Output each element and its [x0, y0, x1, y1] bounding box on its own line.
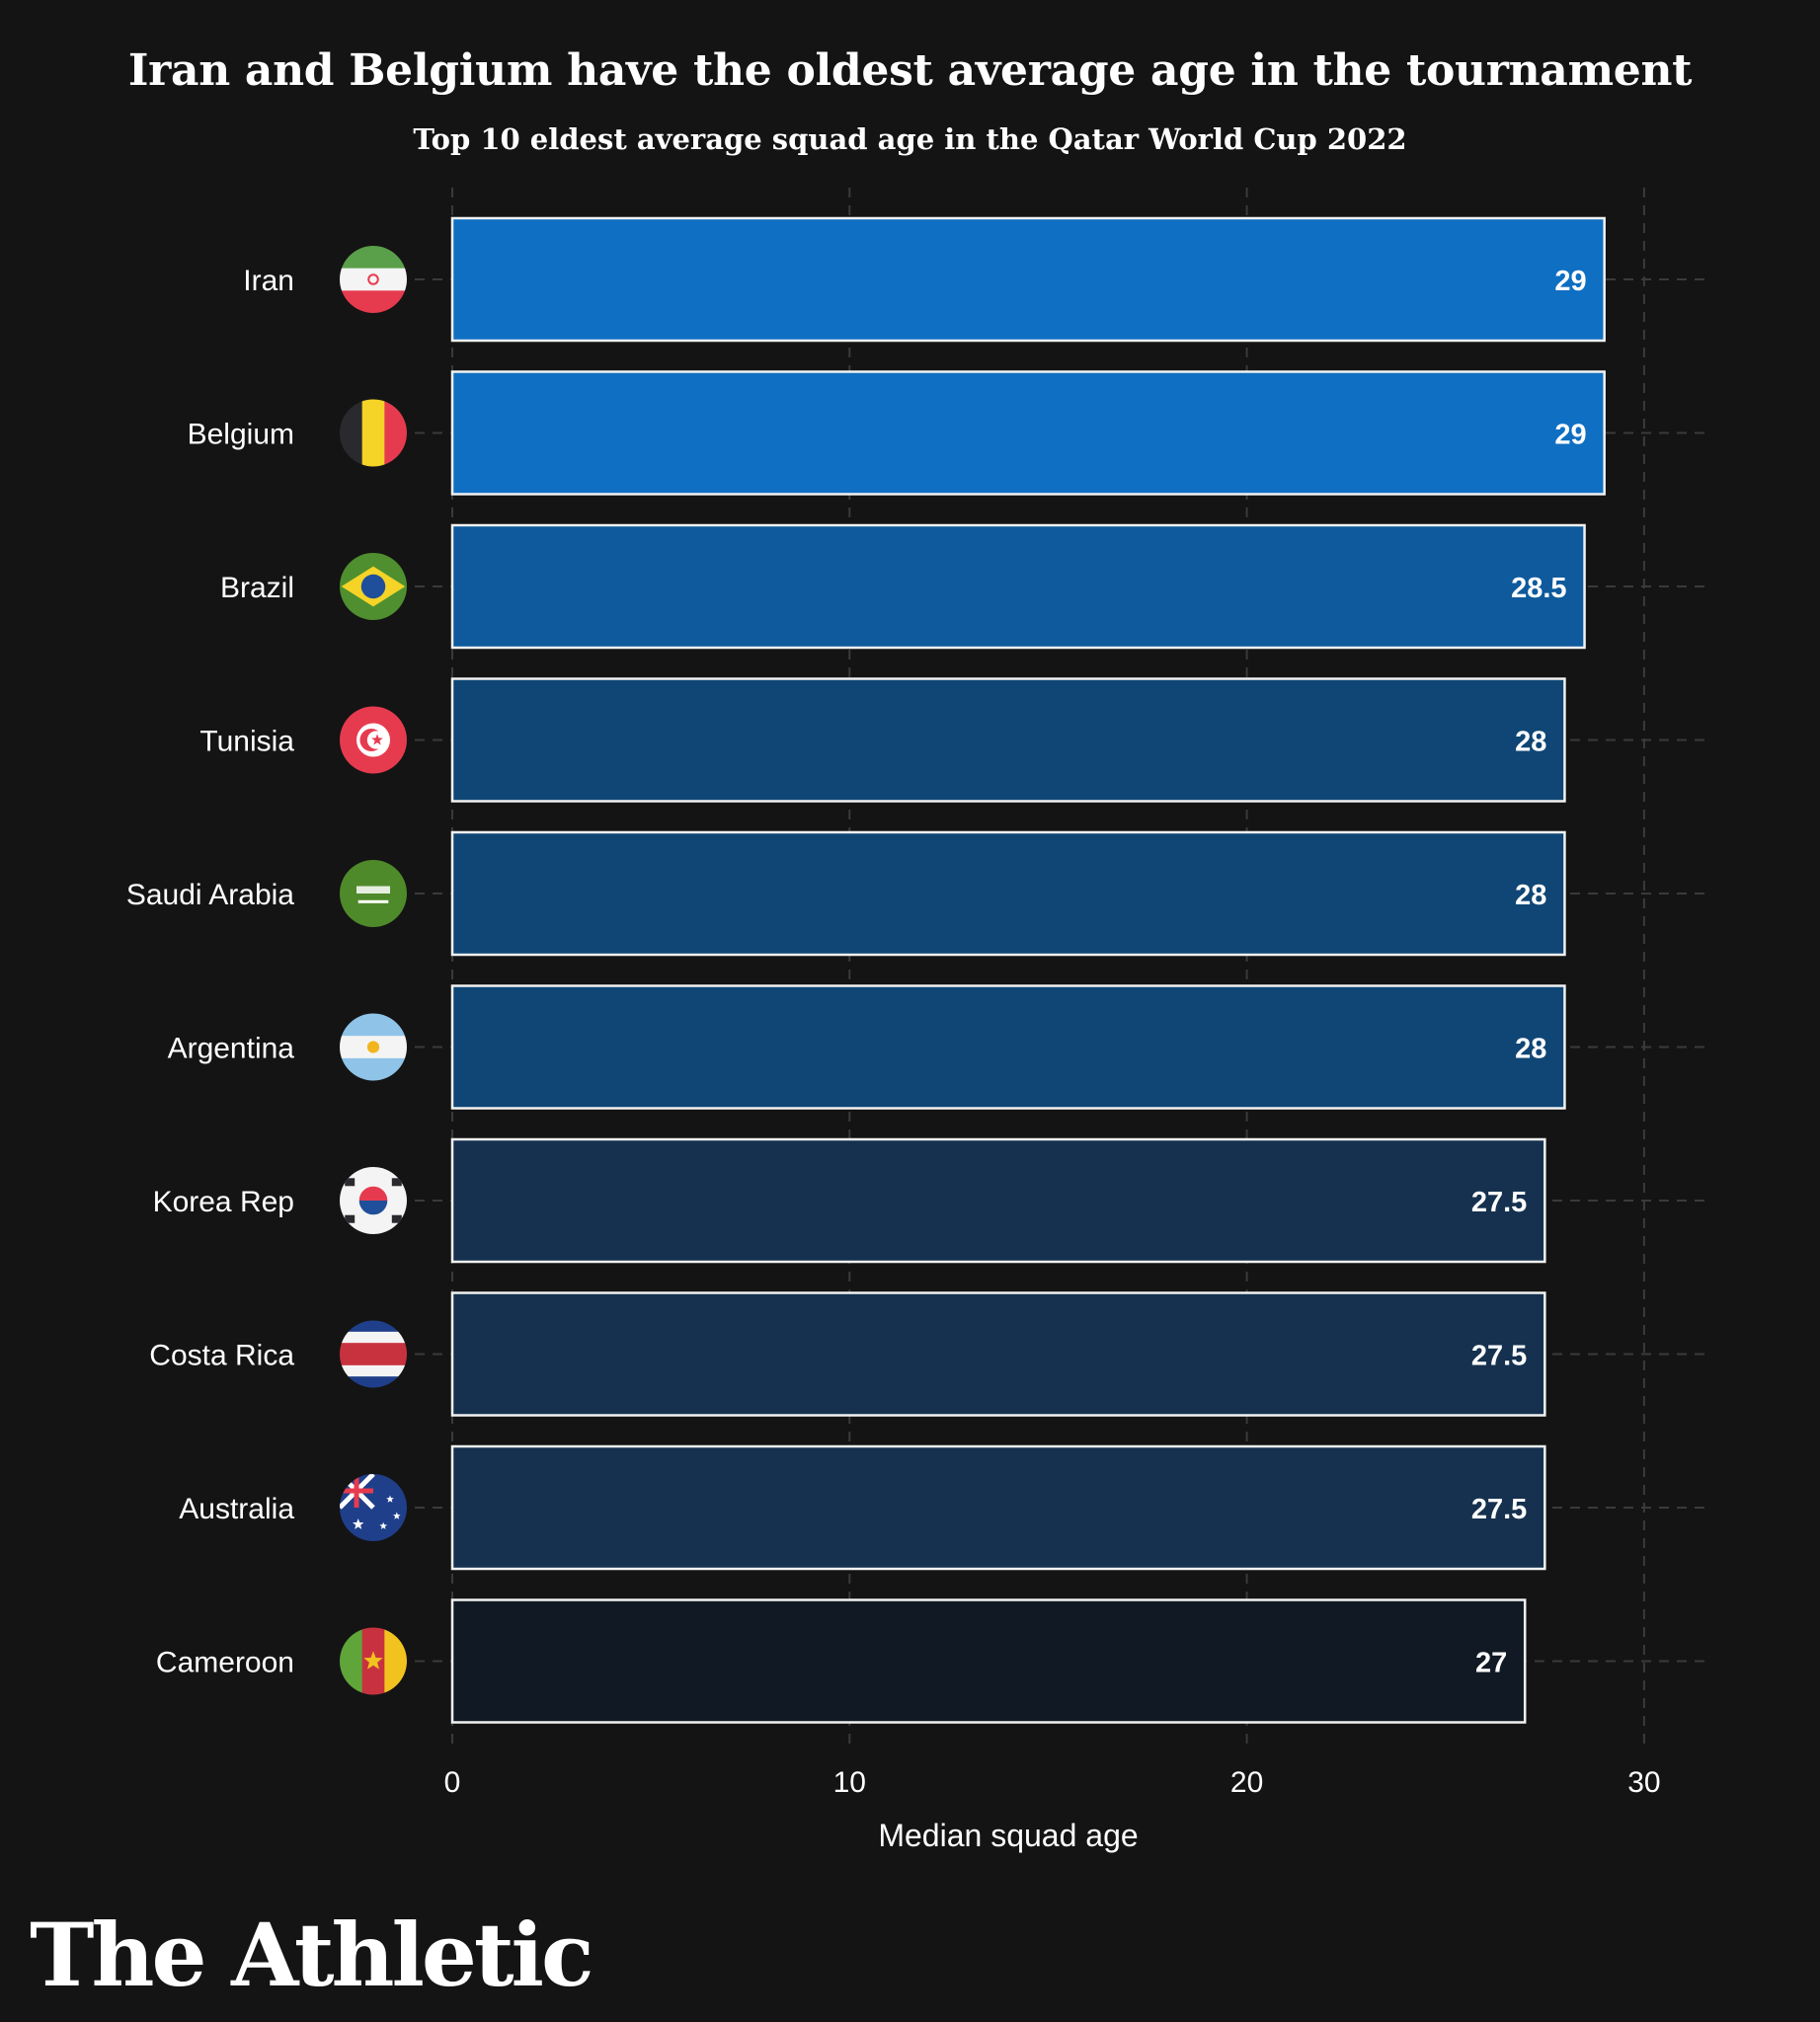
- x-tick-label: 30: [1627, 1766, 1660, 1799]
- bar: [450, 216, 1606, 343]
- bars: 29 29 28.5 28 28 28 27.5 27.5 27.5 27: [450, 216, 1606, 1724]
- bar-value-label: 28: [1515, 727, 1546, 758]
- bar: [450, 1444, 1546, 1571]
- x-axis-label: Median squad age: [878, 1818, 1138, 1853]
- bar: [450, 370, 1606, 496]
- category-label: Iran: [243, 265, 294, 297]
- x-axis-ticks: 0 10 20 30: [444, 1766, 1661, 1799]
- tunisia-flag-icon: [340, 706, 407, 774]
- bar-value-label: 28.5: [1511, 573, 1566, 604]
- x-tick-label: 0: [444, 1766, 461, 1799]
- bar-value-label: 27: [1475, 1648, 1507, 1679]
- bar-value-label: 27.5: [1471, 1341, 1527, 1372]
- flag-icons: [340, 246, 407, 1695]
- category-label: Belgium: [188, 419, 294, 451]
- category-label: Cameroon: [156, 1647, 294, 1679]
- category-labels: Iran Belgium Brazil Tunisia Saudi Arabia Arge…: [126, 265, 294, 1679]
- bar: [450, 523, 1586, 650]
- bar: [450, 830, 1566, 957]
- category-label: Saudi Arabia: [126, 879, 294, 911]
- bar-value-label: 29: [1554, 420, 1586, 451]
- bar: [450, 1137, 1546, 1264]
- category-label: Korea Rep: [153, 1186, 294, 1218]
- category-label: Argentina: [168, 1033, 295, 1065]
- brand-logo: The Athletic: [30, 1904, 594, 2006]
- chart-subtitle: Top 10 eldest average squad age in the Q…: [413, 122, 1407, 156]
- belgium-flag-icon: [340, 399, 407, 467]
- bar-value-label: 28: [1515, 880, 1546, 911]
- korea-rep-flag-icon: [340, 1167, 407, 1234]
- cameroon-flag-icon: [340, 1627, 407, 1695]
- category-label: Tunisia: [199, 726, 294, 758]
- x-tick-label: 20: [1230, 1766, 1263, 1799]
- bar: [450, 984, 1566, 1110]
- category-label: Brazil: [220, 572, 294, 604]
- bar-value-label: 29: [1554, 266, 1586, 297]
- bar-value-label: 27.5: [1471, 1187, 1527, 1218]
- chart-title: Iran and Belgium have the oldest average…: [127, 45, 1693, 96]
- bar: [450, 677, 1566, 803]
- bar: [450, 1598, 1527, 1724]
- argentina-flag-icon: [340, 1013, 407, 1081]
- saudi-arabia-flag-icon: [340, 860, 407, 927]
- bar: [450, 1291, 1546, 1417]
- x-tick-label: 10: [833, 1766, 866, 1799]
- costa-rica-flag-icon: [340, 1320, 407, 1388]
- australia-flag-icon: [340, 1474, 407, 1541]
- category-label: Australia: [179, 1493, 294, 1525]
- bar-chart: 29 29 28.5 28 28 28 27.5 27.5 27.5 27 Iran Belgium…: [126, 188, 1708, 1853]
- bar-value-label: 28: [1515, 1034, 1546, 1065]
- category-label: Costa Rica: [149, 1340, 294, 1372]
- brazil-flag-icon: [340, 553, 407, 620]
- bar-value-label: 27.5: [1471, 1494, 1527, 1525]
- iran-flag-icon: [340, 246, 407, 313]
